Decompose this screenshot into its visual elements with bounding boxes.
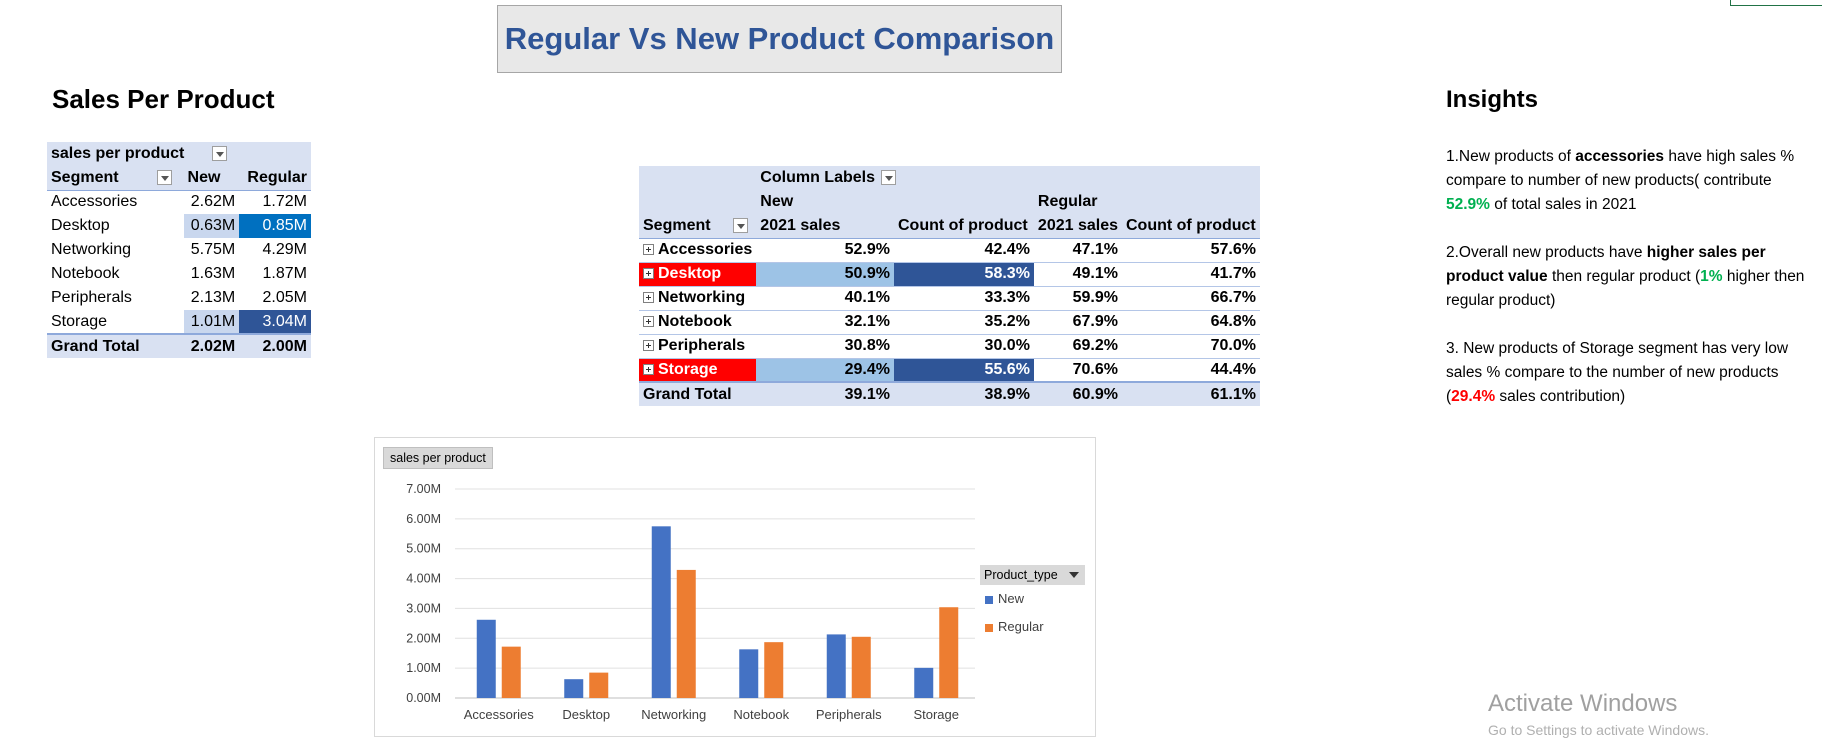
table-row[interactable]: Desktop 50.9% 58.3% 49.1% 41.7%	[639, 262, 1260, 287]
legend-filter-button[interactable]: Product_type	[980, 565, 1085, 585]
table-row[interactable]: Networking 40.1% 33.3% 59.9% 66.7%	[639, 286, 1260, 311]
pivot-filter-cell[interactable]: sales per product	[47, 142, 311, 166]
bar-regular-desktop	[589, 672, 609, 698]
column-labels-dropdown-icon[interactable]	[880, 170, 896, 186]
activate-windows-watermark: Activate Windows	[1488, 690, 1678, 717]
table-row[interactable]: Peripherals 2.13M 2.05M	[51, 289, 307, 306]
table-row[interactable]: Desktop 0.63M 0.85M	[47, 214, 311, 238]
sales-per-product-title: Sales Per Product	[52, 84, 275, 114]
activate-windows-subtext: Go to Settings to activate Windows.	[1488, 722, 1709, 738]
insight-2: 2.Overall new products have higher sales…	[1446, 244, 1805, 309]
sales-pivot-table[interactable]: sales per product Segment New Regular Ac…	[47, 142, 311, 358]
expand-icon[interactable]	[643, 316, 654, 328]
legend-item-regular[interactable]: Regular	[985, 619, 1044, 634]
x-tick-label: Accessories	[464, 707, 535, 722]
bar-regular-notebook	[764, 642, 784, 698]
selected-cell-corner	[1730, 0, 1822, 6]
table-row[interactable]: Networking 5.75M 4.29M	[51, 241, 307, 258]
reg-count-header[interactable]: Count of product	[1126, 216, 1256, 234]
y-tick-label: 7.00M	[406, 482, 441, 496]
bar-new-desktop	[564, 679, 584, 698]
group-regular-header[interactable]: Regular	[1037, 193, 1098, 210]
bar-regular-peripherals	[851, 636, 871, 698]
col-new-header[interactable]: New	[187, 168, 221, 186]
chart-filter-button[interactable]: sales per product	[383, 447, 493, 469]
table-row[interactable]: Notebook 1.63M 1.87M	[51, 265, 307, 282]
bar-regular-networking	[676, 569, 696, 698]
segment-header[interactable]: Segment	[639, 214, 756, 238]
grand-total-row[interactable]: Grand Total 39.1% 38.9% 60.9% 61.1%	[639, 381, 1260, 406]
new-count-header[interactable]: Count of product	[897, 216, 1028, 234]
reg-sales-header[interactable]: 2021 sales	[1037, 216, 1118, 234]
expand-icon[interactable]	[643, 268, 654, 280]
comparison-pivot-table[interactable]: Column Labels New Regular Segment 2021 s…	[639, 166, 1260, 406]
column-labels-header[interactable]: Column Labels	[756, 166, 1260, 190]
col-regular-header[interactable]: Regular	[247, 168, 307, 186]
y-tick-label: 0.00M	[406, 691, 441, 705]
title-shape[interactable]: Regular Vs New Product Comparison	[497, 5, 1062, 73]
sales-chart[interactable]: sales per product 0.00M 1.00M 2.00M 3.00M 4.…	[374, 437, 1096, 737]
expand-icon[interactable]	[643, 364, 654, 376]
insight-3: 3. New products of Storage segment has v…	[1446, 340, 1789, 405]
y-tick-label: 6.00M	[406, 512, 441, 526]
row-header[interactable]: Segment	[47, 166, 184, 190]
expand-icon[interactable]	[643, 244, 654, 256]
bar-new-notebook	[739, 649, 759, 698]
table-row[interactable]: Accessories 2.62M 1.72M	[51, 193, 307, 211]
bar-new-networking	[651, 526, 671, 698]
insights-text: 1.New products of accessories have high …	[1446, 145, 1816, 433]
segment-filter-icon[interactable]	[732, 218, 748, 234]
table-row[interactable]: Accessories 52.9% 42.4% 47.1% 57.6%	[639, 238, 1260, 263]
y-tick-label: 1.00M	[406, 661, 441, 675]
bar-new-accessories	[476, 619, 496, 698]
y-tick-label: 3.00M	[406, 601, 441, 615]
expand-icon[interactable]	[643, 292, 654, 304]
bar-regular-storage	[939, 607, 959, 698]
bar-new-peripherals	[826, 634, 846, 698]
group-new-header[interactable]: New	[760, 193, 794, 210]
insight-1: 1.New products of accessories have high …	[1446, 148, 1795, 213]
filter-dropdown-icon[interactable]	[212, 146, 228, 162]
page-title: Regular Vs New Product Comparison	[504, 21, 1055, 56]
bar-regular-accessories	[501, 646, 521, 698]
bar-new-storage	[914, 667, 934, 698]
y-tick-label: 5.00M	[406, 542, 441, 556]
expand-icon[interactable]	[643, 340, 654, 352]
x-tick-label: Notebook	[733, 707, 789, 722]
x-tick-label: Networking	[641, 707, 706, 722]
x-tick-label: Storage	[913, 707, 959, 722]
grand-total-row[interactable]: Grand Total 2.02M 2.00M	[47, 333, 311, 358]
x-tick-label: Desktop	[562, 707, 610, 722]
y-tick-label: 4.00M	[406, 572, 441, 586]
legend-item-new[interactable]: New	[985, 591, 1024, 606]
x-tick-label: Peripherals	[816, 707, 882, 722]
insights-title: Insights	[1446, 86, 1539, 113]
table-row[interactable]: Notebook 32.1% 35.2% 67.9% 64.8%	[639, 310, 1260, 335]
chevron-down-icon	[1069, 572, 1079, 578]
pivot-filter-label: sales per product	[51, 145, 185, 162]
table-row[interactable]: Storage 29.4% 55.6% 70.6% 44.4%	[639, 358, 1260, 382]
y-tick-label: 2.00M	[406, 631, 441, 645]
table-row[interactable]: Storage 1.01M 3.04M	[47, 310, 311, 334]
chart-plot: 0.00M 1.00M 2.00M 3.00M 4.00M 5.00M 6.00M 7.00M…	[406, 482, 975, 722]
table-row[interactable]: Peripherals 30.8% 30.0% 69.2% 70.0%	[639, 334, 1260, 359]
new-sales-header[interactable]: 2021 sales	[760, 216, 841, 234]
segment-dropdown-icon[interactable]	[156, 170, 172, 186]
